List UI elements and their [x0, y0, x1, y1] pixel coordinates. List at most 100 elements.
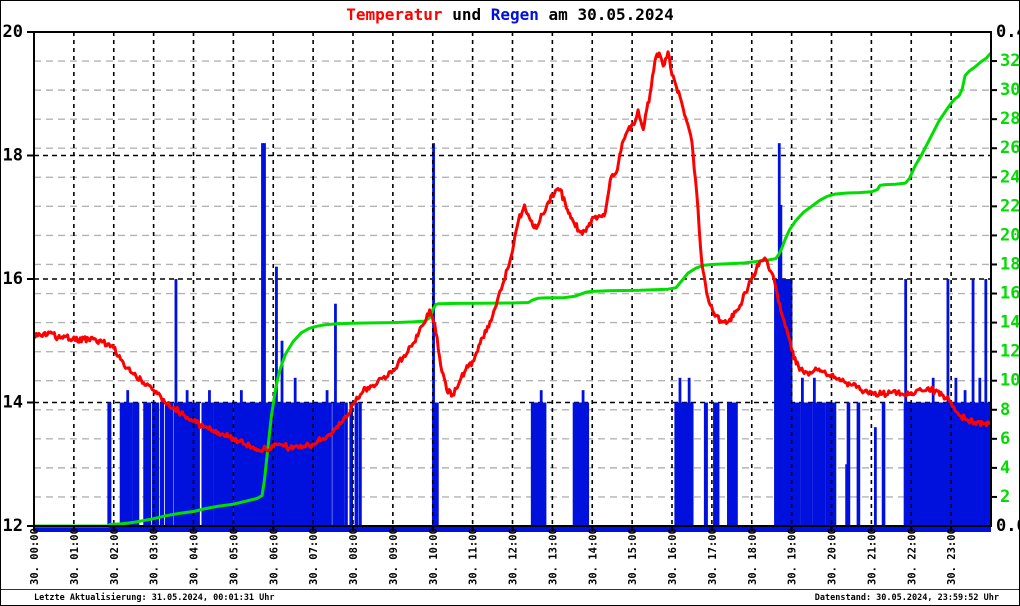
rain-bar-block: [530, 402, 547, 526]
rain-bar-spike: [280, 340, 284, 526]
rain-bar-block: [143, 402, 152, 526]
x-tick-label: 30. 12:00: [508, 528, 520, 585]
x-tick-label: 30. 11:00: [468, 528, 480, 585]
y-right-cumulative-tick-label: 26: [1000, 138, 1020, 158]
rain-bar-block: [152, 402, 160, 526]
rain-bar-spike: [984, 279, 988, 526]
rain-bar-block: [703, 402, 708, 526]
x-tick-label: 30. 18:00: [747, 528, 759, 585]
rain-cumulative-line: [32, 52, 992, 528]
x-tick-label: 30. 10:00: [428, 528, 440, 585]
rain-bar-spike: [687, 377, 691, 526]
rain-bar-spike: [954, 377, 958, 526]
rain-bar-spike: [185, 390, 189, 526]
temperature-line: [33, 50, 992, 453]
y-left-tick-label: 14: [3, 393, 23, 413]
x-tick-label: 30. 00:00: [29, 528, 41, 585]
rain-bar-block: [119, 402, 133, 526]
x-tick-label: 30. 09:00: [388, 528, 400, 585]
rain-bar-spike: [334, 303, 337, 526]
y-right-cumulative-tick-label: 8: [1000, 400, 1010, 420]
y-right-cumulative-tick-label: 16: [1000, 284, 1020, 304]
rain-bar-block: [674, 402, 694, 526]
rain-bar-spike: [263, 143, 266, 526]
title-und: und: [442, 5, 491, 24]
rain-bar-block: [132, 402, 140, 526]
x-tick-label: 30. 05:00: [228, 528, 240, 585]
y-right-cumulative-tick-label: 24: [1000, 167, 1020, 187]
footer-last-update: Letzte Aktualisierung: 31.05.2024, 00:01…: [34, 593, 275, 603]
rain-bar-spike: [539, 390, 543, 526]
rain-bar-spike: [261, 143, 264, 526]
x-tick-label: 30. 19:00: [787, 528, 799, 585]
x-tick-label: 30. 21:00: [866, 528, 878, 585]
y-right-cumulative-tick-label: 12: [1000, 342, 1020, 362]
rain-bar-spike: [845, 464, 849, 526]
x-tick-label: 30. 17:00: [707, 528, 719, 585]
x-tick-label: 30. 04:00: [189, 528, 201, 585]
rain-bar-spike: [978, 377, 982, 526]
rain-bar-spike: [963, 390, 967, 526]
rain-bar-block: [349, 402, 354, 526]
rain-bar-spike: [239, 390, 243, 526]
x-tick-label: 30. 07:00: [308, 528, 320, 585]
rain-bar-spike: [971, 279, 975, 526]
rain-bar-spike: [325, 390, 329, 526]
rain-bar-spike: [931, 377, 935, 526]
x-tick-label: 30. 08:00: [348, 528, 360, 585]
rain-bar-block: [846, 402, 851, 526]
rain-bar-block: [332, 402, 345, 526]
rain-bar-block: [164, 402, 174, 526]
x-tick-label: 30. 03:00: [149, 528, 161, 585]
rain-bar-block: [358, 402, 362, 526]
x-tick-label: 30. 14:00: [587, 528, 599, 585]
rain-bar-block: [201, 402, 214, 526]
y-right-cumulative-tick-label: 20: [1000, 225, 1020, 245]
rain-bar-spike: [777, 143, 781, 526]
y-right-cumulative-tick-label: 28: [1000, 109, 1020, 129]
rain-bar-block: [233, 402, 261, 526]
rain-bar-spike: [208, 390, 211, 526]
y-right-cumulative-tick-label: 18: [1000, 254, 1020, 274]
chart-title: Temperatur und Regen am 30.05.2024: [1, 5, 1019, 24]
x-tick-label: 30. 13:00: [547, 528, 559, 585]
rain-bar-block: [344, 402, 348, 526]
rain-bar-spike: [581, 390, 585, 526]
rain-bar-spike: [678, 377, 682, 526]
rain-bar-block: [791, 402, 801, 526]
footer-separator: [1, 589, 1019, 590]
y-left-tick-label: 20: [3, 22, 23, 42]
rain-bar-spike: [800, 377, 804, 526]
title-date: am 30.05.2024: [538, 5, 674, 24]
x-tick-label: 30. 15:00: [627, 528, 639, 585]
y-right-cumulative-tick-label: 6: [1000, 429, 1010, 449]
rain-bar-spike: [904, 279, 908, 526]
x-tick-label: 30. 01:00: [69, 528, 81, 585]
x-tick-label: 30. 22:00: [906, 528, 918, 585]
rain-bar-block: [727, 402, 738, 526]
y-right-cumulative-tick-label: 30: [1000, 80, 1020, 100]
rain-bar-spike: [174, 279, 178, 526]
rain-bar-block: [354, 402, 359, 526]
rain-bar-spike: [293, 377, 297, 526]
y-right-cumulative-tick-label: 4: [1000, 458, 1010, 478]
rain-bar-block: [713, 402, 720, 526]
rain-bar-block: [431, 402, 439, 526]
rain-bar-spike: [812, 377, 816, 526]
y-right-cumulative-tick-label: 2: [1000, 487, 1010, 507]
rain-bar-spike: [779, 204, 783, 526]
rain-bar-block: [107, 402, 112, 526]
rain-bar-spike: [126, 390, 130, 526]
y-right-cumulative-tick-label: 10: [1000, 371, 1020, 391]
x-tick-label: 30. 20:00: [827, 528, 839, 585]
x-tick-label: 30. 02:00: [109, 528, 121, 585]
y-right-cumulative-tick-label: 32: [1000, 51, 1020, 71]
rain-bar-block: [856, 402, 861, 526]
rain-bar-block: [160, 402, 164, 526]
footer-data-state: Datenstand: 30.05.2024, 23:59:52 Uhr: [814, 593, 999, 603]
x-tick-label: 30. 23:00: [946, 528, 958, 585]
title-regen: Regen: [490, 5, 539, 24]
rain-bar-block: [572, 402, 590, 526]
y-right-rate-max-label: 0.4: [996, 22, 1020, 42]
